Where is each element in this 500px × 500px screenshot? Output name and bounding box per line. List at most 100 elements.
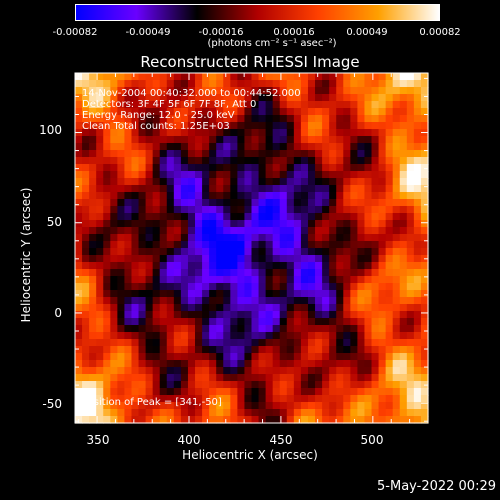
heatmap-cell <box>131 178 140 186</box>
heatmap-cell <box>124 353 133 361</box>
heatmap-cell <box>216 87 224 95</box>
heatmap-cell <box>258 206 267 214</box>
heatmap-cell <box>406 136 415 144</box>
heatmap-cell <box>343 325 351 333</box>
heatmap-cell <box>322 227 330 235</box>
heatmap-cell <box>230 283 238 291</box>
heatmap-cell <box>230 73 238 81</box>
heatmap-cell <box>216 115 224 123</box>
heatmap-cell <box>357 297 366 305</box>
heatmap-cell <box>223 115 231 123</box>
heatmap-cell <box>96 276 104 284</box>
heatmap-cell <box>230 304 238 312</box>
heatmap-cell <box>343 227 351 235</box>
heatmap-cell <box>322 353 330 361</box>
heatmap-cell <box>166 374 175 382</box>
heatmap-cell <box>230 290 238 298</box>
heatmap-cell <box>251 192 260 200</box>
heatmap-cell <box>187 325 196 333</box>
heatmap-cell <box>124 290 133 298</box>
heatmap-cell <box>152 80 161 88</box>
heatmap-cell <box>279 94 288 102</box>
heatmap-cell <box>251 178 260 186</box>
heatmap-cell <box>406 325 415 333</box>
heatmap-cell <box>420 227 429 235</box>
heatmap-cell <box>315 332 323 340</box>
heatmap-cell <box>131 367 140 375</box>
heatmap-cell <box>322 346 330 354</box>
heatmap-cell <box>75 283 83 291</box>
heatmap-cell <box>230 381 238 389</box>
heatmap-cell <box>357 178 366 186</box>
heatmap-cell <box>180 339 189 347</box>
heatmap-cell <box>322 311 330 319</box>
heatmap-cell <box>272 80 281 88</box>
heatmap-cell <box>89 304 97 312</box>
heatmap-cell <box>166 171 175 179</box>
heatmap-cell <box>315 80 323 88</box>
heatmap-cell <box>195 80 203 88</box>
heatmap-cell <box>110 129 118 137</box>
heatmap-cell <box>378 171 387 179</box>
heatmap-cell <box>322 101 330 109</box>
heatmap-cell <box>103 332 111 340</box>
heatmap-cell <box>279 122 288 130</box>
heatmap-cell <box>258 283 267 291</box>
heatmap-cell <box>322 73 330 81</box>
heatmap-cell <box>357 136 366 144</box>
heatmap-cell <box>138 409 147 417</box>
heatmap-cell <box>385 402 394 410</box>
heatmap-cell <box>237 178 246 186</box>
heatmap-cell <box>110 283 118 291</box>
heatmap-cell <box>195 164 203 172</box>
heatmap-cell <box>364 129 373 137</box>
heatmap-cell <box>195 150 203 158</box>
heatmap-cell <box>230 255 238 263</box>
heatmap-cell <box>110 304 118 312</box>
heatmap-cell <box>300 416 309 424</box>
heatmap-cell <box>420 332 429 340</box>
heatmap-cell <box>138 150 147 158</box>
heatmap-cell <box>392 248 401 256</box>
heatmap-cell <box>322 185 330 193</box>
heatmap-cell <box>399 101 408 109</box>
heatmap-cell <box>413 171 422 179</box>
heatmap-cell <box>364 255 373 263</box>
heatmap-cell <box>371 262 380 270</box>
heatmap-cell <box>75 227 83 235</box>
heatmap-cell <box>357 388 366 396</box>
heatmap-cell <box>272 73 281 81</box>
heatmap-cell <box>138 416 147 424</box>
heatmap-cell <box>96 108 104 116</box>
heatmap-cell <box>300 192 309 200</box>
heatmap-cell <box>230 192 238 200</box>
heatmap-cell <box>138 367 147 375</box>
heatmap-cell <box>187 234 196 242</box>
heatmap-cell <box>420 290 429 298</box>
heatmap-cell <box>322 269 330 277</box>
heatmap-cell <box>117 178 126 186</box>
heatmap-cell <box>110 115 118 123</box>
heatmap-cell <box>82 206 90 214</box>
heatmap-cell <box>300 248 309 256</box>
heatmap-cell <box>145 213 154 221</box>
heatmap-cell <box>89 283 97 291</box>
heatmap-cell <box>399 325 408 333</box>
heatmap-cell <box>202 304 210 312</box>
heatmap-cell <box>96 171 104 179</box>
heatmap-cell <box>110 318 118 326</box>
heatmap-cell <box>152 367 161 375</box>
heatmap-cell <box>336 94 344 102</box>
heatmap-cell <box>329 136 337 144</box>
heatmap-cell <box>89 276 97 284</box>
heatmap-cell <box>152 87 161 95</box>
heatmap-cell <box>230 395 238 403</box>
heatmap-cell <box>413 122 422 130</box>
heatmap-cell <box>173 283 182 291</box>
heatmap-cell <box>307 297 316 305</box>
heatmap-cell <box>103 255 111 263</box>
heatmap-cell <box>293 241 302 249</box>
heatmap-cell <box>131 248 140 256</box>
heatmap-cell <box>152 283 161 291</box>
x-tick-label: 400 <box>177 433 201 447</box>
